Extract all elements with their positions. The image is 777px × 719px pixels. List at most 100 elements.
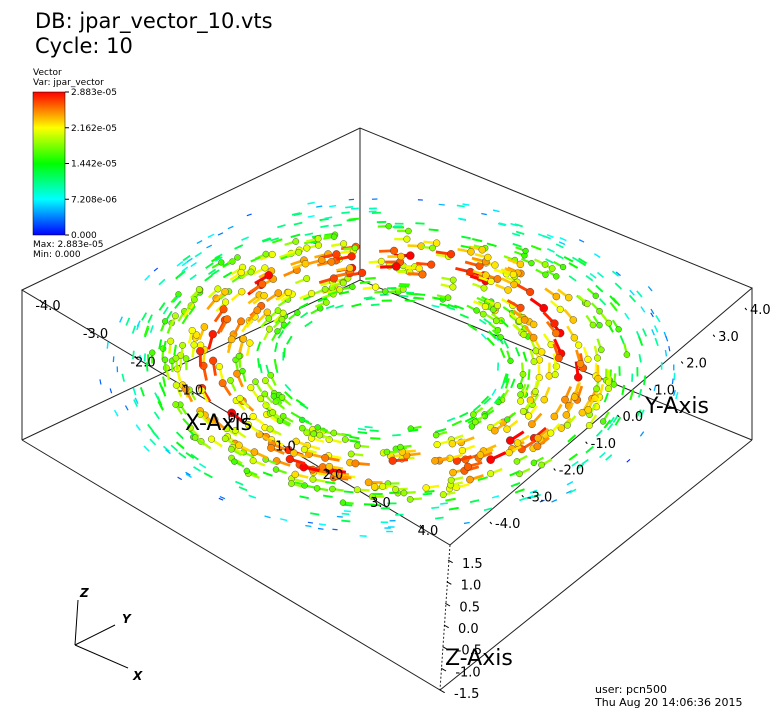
vector-arrow [428, 228, 439, 232]
vector-arrow [234, 244, 244, 250]
vector-head [195, 286, 203, 293]
vector-head [545, 372, 553, 380]
vector-head [400, 489, 408, 497]
vector-arrow [280, 518, 288, 522]
vector-head [535, 373, 543, 382]
vector-arrow [299, 402, 309, 410]
vector-head [223, 315, 232, 324]
vector-arrow [336, 515, 343, 518]
vector-arrow [510, 378, 516, 389]
vector-head [494, 326, 501, 334]
vector-arrow [619, 335, 625, 345]
vector-arrow [143, 353, 146, 362]
vector-head [486, 455, 495, 464]
vector-arrow [614, 416, 622, 426]
vector-arrow [422, 492, 433, 496]
vector-arrow [609, 301, 618, 312]
y-tick [585, 441, 588, 445]
vector-arrow [181, 314, 189, 325]
vector-arrow [300, 311, 309, 319]
vector-arrow [571, 460, 579, 467]
x-tick [419, 524, 424, 529]
vector-arrow [207, 268, 217, 276]
vector-arrow [235, 480, 244, 486]
vector-head [471, 418, 479, 426]
vector-arrow [499, 347, 506, 359]
z-tick-label: 1.5 [462, 557, 483, 572]
vector-arrow [349, 439, 361, 444]
vector-head [291, 470, 299, 479]
vector-arrow [270, 237, 279, 242]
x-tick-label: -2.0 [130, 355, 155, 370]
vector-head [260, 291, 268, 300]
vector-head [161, 356, 169, 363]
x-tick [277, 440, 281, 445]
vector-arrow [636, 290, 643, 298]
vector-head [562, 411, 571, 419]
vector-head [279, 412, 287, 420]
vector-arrow [294, 481, 306, 486]
vector-arrow [566, 490, 572, 494]
vector-arrow [357, 427, 367, 431]
vector-head [480, 310, 487, 318]
x-tick [39, 299, 44, 304]
x-tick [182, 384, 186, 389]
y-tick [521, 494, 524, 498]
x-tick-label: 4.0 [418, 524, 439, 539]
vector-arrow [483, 318, 492, 325]
vector-head [551, 371, 559, 379]
y-tick-label: -4.0 [495, 517, 520, 532]
vector-arrow [219, 495, 226, 500]
z-tick-label: 1.0 [461, 579, 482, 594]
vector-head [247, 268, 255, 276]
vector-arrow [162, 376, 167, 387]
vector-head [272, 466, 280, 473]
vector-head [269, 409, 277, 416]
vector-head [596, 322, 603, 329]
vector-head [218, 259, 225, 266]
vector-head [528, 420, 536, 428]
vector-arrow [166, 310, 173, 320]
vector-head [288, 480, 295, 487]
vector-arrow [612, 297, 621, 307]
vector-arrow [119, 316, 123, 323]
vector-head [592, 292, 599, 299]
vector-arrow [581, 458, 589, 465]
vector-arrow [651, 329, 656, 336]
vector-head [556, 305, 564, 313]
vector-arrow [498, 222, 507, 226]
z-tick [447, 559, 453, 564]
z-tick-label: -1.5 [454, 687, 479, 702]
vector-arrow [177, 476, 182, 481]
vector-arrow [250, 256, 261, 263]
y-tick-label: -1.0 [591, 437, 616, 452]
vector-arrow [585, 445, 594, 454]
vector-head [372, 283, 380, 291]
vector-head [162, 318, 169, 325]
vector-arrow [264, 515, 271, 519]
z-tick [445, 602, 451, 607]
vector-arrow [568, 453, 578, 461]
y-tick [680, 361, 684, 364]
vector-arrow [282, 320, 291, 330]
vector-head [497, 334, 504, 341]
vector-arrow [284, 383, 292, 392]
vector-head [274, 289, 283, 297]
vector-head [575, 341, 583, 349]
vector-arrow [248, 494, 257, 499]
vector-head [234, 254, 241, 261]
vector-head [418, 270, 427, 279]
vector-head [565, 293, 573, 302]
vector-head [605, 319, 613, 327]
vector-arrow [198, 462, 207, 469]
y-tick-label: 4.0 [750, 303, 771, 318]
vector-arrow [307, 201, 315, 205]
vector-arrow [125, 317, 131, 326]
vector-arrow [461, 235, 471, 240]
vector-arrow [351, 303, 362, 308]
vector-head [561, 395, 569, 404]
vector-head [290, 449, 298, 457]
vector-head [449, 468, 457, 477]
vector-head [347, 450, 355, 458]
vector-head [358, 268, 367, 277]
